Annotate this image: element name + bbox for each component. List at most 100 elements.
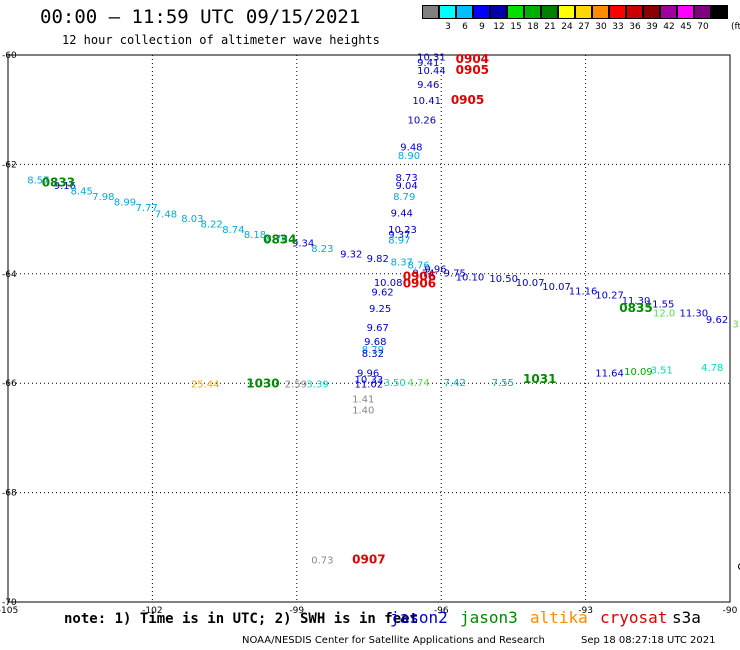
colorbar-swatch <box>609 5 626 19</box>
wave-height-value: 25.44 <box>191 380 220 391</box>
pass-time-label: 1031 <box>523 372 556 386</box>
wave-height-value: 10.10 <box>456 272 485 283</box>
wave-height-value: 9.34 <box>292 238 314 249</box>
wave-height-value: 9.62 <box>706 315 728 326</box>
legend-cryosat: cryosat <box>600 608 668 627</box>
pass-time-label: 0833 <box>42 175 75 189</box>
wave-height-value: 10.07 <box>542 282 571 293</box>
wave-height-value: 10.33 <box>355 375 384 386</box>
wave-height-value: 9.67 <box>367 323 389 334</box>
wave-height-value: 9.96 <box>424 265 446 276</box>
wave-height-value: 9.04 <box>395 181 417 192</box>
wave-height-value: 10.26 <box>408 115 437 126</box>
generation-timestamp: Sep 18 08:27:18 UTC 2021 <box>581 635 716 646</box>
wave-height-value: 8.74 <box>222 225 244 236</box>
wave-height-value: 8.57 <box>27 176 49 187</box>
lat-tick-label: -60 <box>2 51 17 61</box>
wave-height-value: 8.90 <box>398 151 420 162</box>
wave-height-value: 7.42 <box>444 378 466 389</box>
wave-height-value: 8.45 <box>71 186 93 197</box>
colorbar-swatch <box>456 5 473 19</box>
wave-height-value: 10.23 <box>388 225 417 236</box>
lon-tick-label: -102 <box>142 606 162 616</box>
colorbar-swatch <box>490 5 507 19</box>
wave-height-value: 9.46 <box>417 80 439 91</box>
wave-height-value: 11.64 <box>595 369 624 380</box>
pass-time-label: 0907 <box>352 553 385 567</box>
wave-height-value: 8.32 <box>362 349 384 360</box>
wave-height-value: 8.37 <box>391 258 413 269</box>
wave-height-value: 11.16 <box>569 287 598 298</box>
wave-height-value: 0.73 <box>311 556 333 567</box>
colorbar-swatch <box>626 5 643 19</box>
colorbar-tick-label: 39 <box>646 22 658 32</box>
wave-height-value: 7.48 <box>155 209 177 220</box>
colorbar-tick-label: 33 <box>612 22 624 32</box>
pass-time-label: 0904 <box>456 52 489 66</box>
wave-height-value: 9.74 <box>412 269 434 280</box>
colorbar-swatch <box>507 5 524 19</box>
wave-height-value: 9.44 <box>391 208 413 219</box>
wave-height-value: 9.25 <box>369 304 391 315</box>
colorbar-swatch <box>711 5 728 19</box>
lon-tick-label: -90 <box>723 606 738 616</box>
wave-height-value: 9.75 <box>444 269 466 280</box>
wave-height-value: 9.68 <box>364 337 386 348</box>
wave-height-value: 2.59 <box>285 380 307 391</box>
colorbar-swatch <box>422 5 439 19</box>
wave-height-value: 3.50 <box>383 378 405 389</box>
colorbar-tick-label: 36 <box>629 22 641 32</box>
colorbar-swatch <box>643 5 660 19</box>
colorbar-tick-label: 9 <box>479 22 485 32</box>
colorbar-swatch <box>694 5 711 19</box>
colorbar-tick-label: 12 <box>493 22 505 32</box>
wave-height-value: 9.48 <box>400 143 422 154</box>
wave-height-value: 1.40 <box>352 405 374 416</box>
lon-tick-label: -105 <box>0 606 18 616</box>
wave-height-value: 8.73 <box>395 173 417 184</box>
lat-tick-label: -62 <box>2 160 17 170</box>
wave-height-value: 8.79 <box>362 345 384 356</box>
page-title: 00:00 – 11:59 UTC 09/15/2021 <box>40 6 361 28</box>
pass-time-label: 0906 <box>403 276 436 290</box>
pass-time-label: 1030 <box>246 377 279 391</box>
wave-height-value: 9.32 <box>340 249 362 260</box>
wave-height-value: 9.62 <box>371 288 393 299</box>
footnote: note: 1) Time is in UTC; 2) SWH is in fe… <box>64 611 419 627</box>
lat-tick-label: -66 <box>2 379 17 389</box>
colorbar-unit-label: (ft) <box>731 22 740 32</box>
wave-height-value: 4.74 <box>408 378 430 389</box>
wave-height-value: 10.08 <box>374 278 403 289</box>
wave-height-value: 10.44 <box>417 66 446 77</box>
wave-height-value: 7.55 <box>492 378 514 389</box>
legend-jason3: jason3 <box>460 608 518 627</box>
colorbar-tick-label: 18 <box>527 22 539 32</box>
lat-tick-label: -68 <box>2 489 17 499</box>
wave-height-value: 12.0 <box>653 308 675 319</box>
wave-height-value: 7.98 <box>92 192 114 203</box>
legend-s3a: s3a <box>672 608 701 627</box>
wave-height-value: 3.51 <box>651 365 673 376</box>
wave-height-value: 8.76 <box>408 260 430 271</box>
wave-height-value: 9.82 <box>367 254 389 265</box>
colorbar-tick-label: 30 <box>595 22 607 32</box>
wave-height-value: 8.79 <box>393 192 415 203</box>
pass-time-label: 0834 <box>263 233 296 247</box>
lat-tick-label: -64 <box>2 270 17 280</box>
colorbar-swatch <box>677 5 694 19</box>
wave-height-value: 10.27 <box>595 290 624 301</box>
colorbar-tick-label: 24 <box>561 22 573 32</box>
legend-altika: altika <box>530 608 588 627</box>
colorbar-swatch <box>558 5 575 19</box>
pass-time-label: 0835 <box>619 301 652 315</box>
colorbar-swatch <box>439 5 456 19</box>
lon-tick-label: -93 <box>578 606 593 616</box>
colorbar-swatch <box>541 5 558 19</box>
wave-height-value: 8.22 <box>201 219 223 230</box>
page-subtitle: 12 hour collection of altimeter wave hei… <box>62 33 380 47</box>
pass-time-label: 0905 <box>451 93 484 107</box>
wave-height-value: 8.23 <box>311 244 333 255</box>
wave-height-value: 11.02 <box>355 380 384 391</box>
